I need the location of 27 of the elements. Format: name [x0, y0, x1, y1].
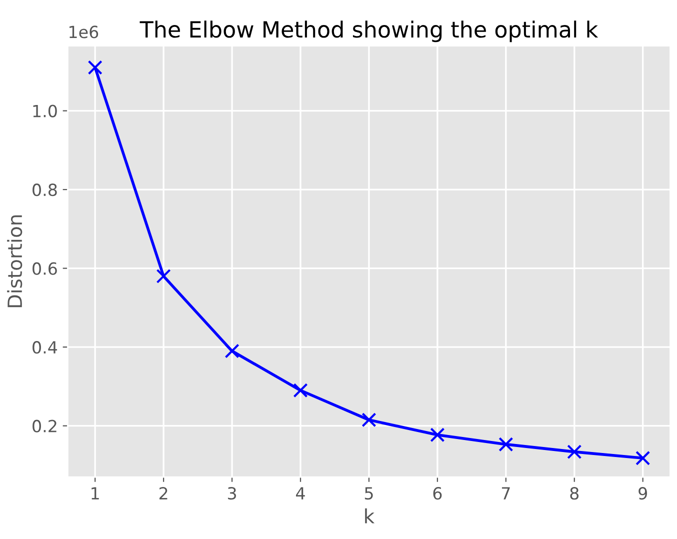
x-axis-title: k — [365, 508, 375, 524]
point — [362, 412, 376, 428]
point — [88, 60, 102, 75]
y-tick-label: 0.8 — [32, 184, 57, 196]
point — [293, 383, 308, 398]
x-tick-label: 6 — [433, 487, 442, 500]
point — [636, 450, 650, 466]
x-tick-label: 7 — [502, 487, 510, 500]
point — [567, 444, 582, 460]
point — [156, 268, 171, 284]
x-tick-label: 3 — [228, 487, 236, 500]
point — [430, 428, 445, 442]
x-tick-label: 1 — [92, 487, 99, 500]
x-tick-label: 2 — [159, 487, 168, 500]
x-tick-label: 4 — [296, 487, 305, 500]
text: 1e6 — [70, 26, 98, 38]
y-tick-label: 0.6 — [32, 262, 57, 275]
y-tick-label: 0.4 — [32, 341, 58, 354]
x-tick-label: 5 — [364, 487, 373, 500]
point — [498, 437, 514, 452]
y-tick-label: 0.2 — [32, 420, 56, 432]
y-axis-title: Distortion — [7, 215, 22, 308]
x-tick-label: 8 — [570, 487, 579, 500]
x-tick-label: 9 — [638, 487, 647, 500]
chart-title: The Elbow Method showing the optimal k — [140, 20, 598, 42]
point — [224, 344, 240, 358]
y-tick-label: 1.0 — [33, 104, 57, 118]
